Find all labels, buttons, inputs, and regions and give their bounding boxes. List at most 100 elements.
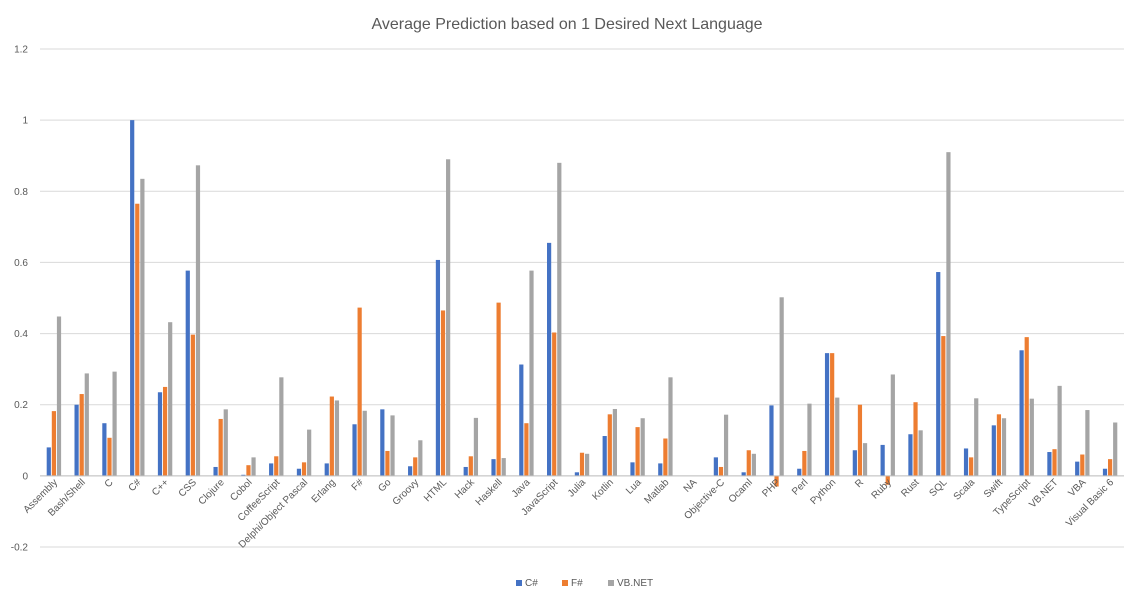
- bars: [46, 120, 1118, 487]
- x-tick-label: Rust: [899, 477, 921, 499]
- x-tick-label: Erlang: [310, 477, 338, 505]
- bar: [862, 443, 868, 476]
- bar: [157, 392, 163, 476]
- bar: [630, 462, 635, 476]
- bar: [969, 457, 974, 476]
- y-tick-label: 0.4: [14, 329, 28, 340]
- bar: [51, 411, 56, 476]
- bar: [440, 310, 446, 476]
- x-tick-label: Hack: [453, 477, 478, 502]
- bar: [741, 472, 746, 476]
- x-tick-label: Lua: [624, 477, 644, 497]
- bar: [807, 403, 812, 476]
- x-tick-label: Matlab: [643, 477, 672, 506]
- legend-swatch: [608, 580, 614, 586]
- x-tick-label: PHP: [760, 477, 783, 500]
- bar: [195, 165, 201, 476]
- x-tick-label: VB.NET: [1027, 477, 1060, 510]
- bar: [468, 456, 473, 476]
- bar: [830, 353, 835, 476]
- legend: C# F# VB.NET: [516, 578, 653, 589]
- x-tick-label: Go: [376, 477, 394, 495]
- bar: [190, 334, 195, 476]
- y-tick-label: 1: [22, 116, 28, 127]
- y-tick-label: 0.6: [14, 258, 28, 269]
- x-tick-label: CSS: [177, 477, 200, 500]
- bar: [1052, 449, 1057, 476]
- bar: [218, 418, 223, 476]
- bar: [296, 468, 302, 476]
- bar: [908, 434, 913, 476]
- bar: [579, 452, 585, 476]
- bar: [557, 162, 562, 476]
- bar: [79, 394, 84, 476]
- legend-swatch: [562, 580, 568, 586]
- x-tick-label: Swift: [982, 477, 1005, 500]
- y-tick-label: 0.2: [14, 400, 28, 411]
- bar: [46, 447, 51, 476]
- bar: [246, 465, 251, 476]
- bar: [408, 466, 413, 476]
- bar: [552, 332, 557, 476]
- x-tick-label: Java: [510, 477, 533, 500]
- bar: [501, 458, 506, 476]
- x-tick-label: Cobol: [228, 477, 254, 503]
- x-tick-label: VBA: [1066, 477, 1088, 499]
- x-tick-label: Ocaml: [727, 477, 755, 505]
- bar: [658, 463, 663, 476]
- bar: [168, 322, 173, 476]
- chart-title: Average Prediction based on 1 Desired Ne…: [371, 16, 762, 33]
- bar: [301, 462, 307, 476]
- x-tick-label: Julia: [566, 477, 589, 500]
- bar: [324, 463, 329, 476]
- y-tick-label: 0: [22, 471, 28, 482]
- bar: [334, 400, 340, 476]
- bar: [107, 437, 112, 476]
- bar: [774, 475, 779, 487]
- bar: [547, 242, 552, 476]
- bar: [357, 307, 362, 476]
- bar: [362, 410, 367, 476]
- bar: [963, 448, 969, 476]
- bar: [307, 429, 312, 476]
- bar: [885, 475, 890, 485]
- x-tick-label: Ruby: [870, 477, 894, 501]
- x-tick-label: Clojure: [197, 477, 227, 507]
- x-tick-label: NA: [682, 477, 700, 495]
- bar: [112, 371, 117, 476]
- x-tick-label: HTML: [422, 477, 449, 504]
- bar: [612, 408, 617, 476]
- bar: [746, 450, 751, 476]
- x-tick-label: Scala: [952, 477, 978, 503]
- bar: [140, 178, 145, 476]
- bar: [640, 418, 645, 476]
- bar: [918, 430, 923, 476]
- bar: [635, 427, 640, 476]
- bar: [529, 270, 534, 476]
- bar: [435, 259, 441, 476]
- bar: [880, 444, 885, 476]
- bar: [946, 152, 951, 476]
- bar: [996, 414, 1002, 476]
- bar: [1080, 454, 1085, 476]
- bar: [1047, 452, 1052, 476]
- bar: [329, 396, 334, 476]
- x-tick-label: Perl: [790, 477, 810, 497]
- bar: [279, 377, 284, 476]
- bar: [1075, 461, 1080, 476]
- bar: [274, 456, 279, 476]
- bar: [102, 423, 107, 476]
- bar: [802, 450, 807, 476]
- bar: [751, 453, 756, 476]
- bar: [74, 404, 79, 476]
- bar: [936, 272, 941, 476]
- bar: [418, 440, 423, 476]
- legend-label: VB.NET: [617, 578, 653, 589]
- bar: [524, 423, 529, 476]
- x-tick-label: Groovy: [391, 477, 422, 508]
- bar: [56, 316, 62, 476]
- x-tick-label: Kotlin: [590, 477, 615, 502]
- bar: [213, 466, 218, 476]
- bar: [463, 466, 468, 476]
